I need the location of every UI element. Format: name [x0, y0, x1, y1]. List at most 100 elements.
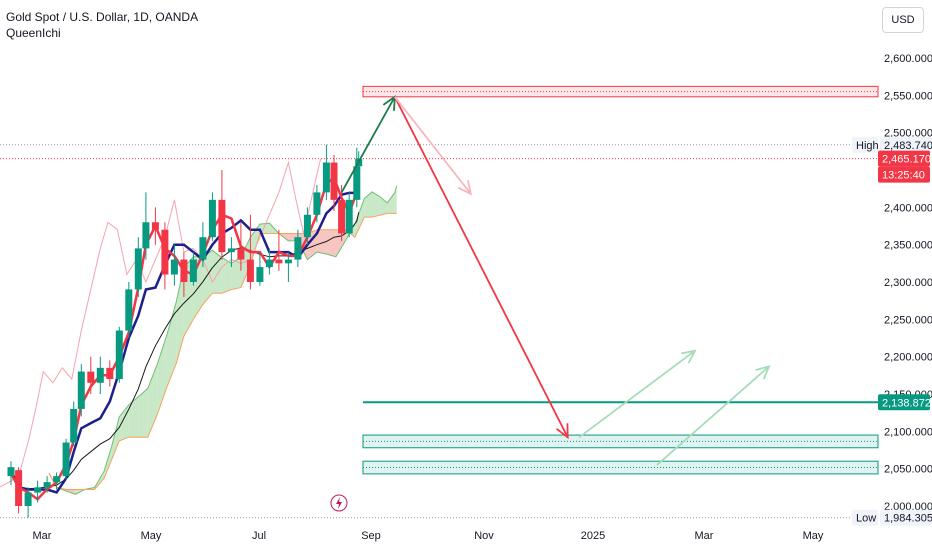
- high-value-tag-box: [880, 136, 932, 153]
- candle-body: [345, 199, 353, 234]
- cloud-segment: [176, 267, 184, 364]
- price-tick-label: 2,550.000: [884, 90, 932, 102]
- projection-arrow-down: [393, 96, 569, 440]
- candle-body: [87, 371, 95, 383]
- candle-body: [227, 248, 235, 253]
- candle-body: [170, 259, 178, 275]
- currency-button[interactable]: USD: [882, 7, 924, 33]
- recovery-arrow-1-head: [681, 349, 697, 364]
- candle-body: [62, 442, 70, 477]
- candle: [208, 192, 216, 241]
- candle: [294, 229, 302, 268]
- candle: [275, 229, 283, 271]
- candle-body: [199, 237, 207, 260]
- kijun-sen-line: [9, 191, 360, 494]
- candle: [87, 356, 95, 394]
- last-price-tag-text: 2,465.170: [882, 154, 931, 166]
- chikou-span-line: [0, 158, 322, 488]
- candle: [170, 244, 178, 286]
- support-zone: [362, 460, 879, 475]
- candle-body: [24, 492, 32, 506]
- candle-body: [353, 166, 361, 200]
- candle: [345, 192, 353, 238]
- moving-average-line: [10, 212, 360, 490]
- time-tick-label: 2025: [581, 530, 605, 542]
- projection-arrow-faded-head: [457, 180, 473, 196]
- candle-body: [161, 229, 169, 275]
- price-tick-label: 2,400.000: [884, 202, 932, 214]
- price-tick-label: 2,250.000: [884, 314, 932, 326]
- candle: [106, 360, 114, 387]
- price-tick-label: 2,350.000: [884, 240, 932, 252]
- lightning-icon: [336, 497, 342, 509]
- cloud-segment: [231, 256, 241, 290]
- time-tick-label: Nov: [474, 530, 494, 542]
- candle: [7, 461, 15, 486]
- candle: [53, 472, 61, 490]
- price-tick-label: 2,050.000: [884, 464, 932, 476]
- cloud-segment: [364, 191, 372, 218]
- candle: [313, 184, 321, 223]
- candle-body: [246, 259, 254, 282]
- grid-layer: [0, 144, 878, 519]
- candle: [338, 184, 346, 241]
- candle-body: [70, 408, 78, 443]
- candle-body: [125, 289, 133, 331]
- high-label-tag: High: [852, 136, 879, 153]
- projection-arrow-up-shaft: [340, 96, 396, 193]
- tenkan-sen-line: [9, 175, 360, 501]
- cloud-segment: [354, 198, 365, 238]
- candle: [15, 467, 23, 514]
- cloud-segment: [166, 301, 177, 388]
- recovery-arrow-2: [656, 365, 771, 466]
- projection-arrow-faded-shaft: [394, 96, 472, 195]
- cloud-segment: [372, 191, 380, 218]
- candle: [180, 252, 188, 297]
- high-label-tag-box: [852, 136, 878, 153]
- candle: [34, 480, 42, 503]
- candle-body: [313, 192, 321, 215]
- time-tick-label: May: [141, 530, 162, 542]
- time-tick-label: May: [803, 530, 824, 542]
- recovery-arrow-1: [578, 349, 697, 439]
- candles-layer: [7, 144, 363, 518]
- time-axis[interactable]: Mar May Jul Sep Nov 2025 Mar May: [33, 530, 824, 542]
- resistance-zone: [362, 85, 879, 98]
- last-price-tag-box: [878, 150, 930, 167]
- candle: [161, 222, 169, 290]
- cloud-segment: [111, 416, 120, 460]
- cloud-segment: [212, 250, 222, 294]
- author-name[interactable]: QueenIchi: [6, 26, 61, 40]
- candle: [24, 487, 32, 518]
- candle: [284, 252, 292, 282]
- candle-body: [256, 267, 264, 282]
- projection-arrow-up: [340, 95, 396, 193]
- price-tick-label: 2,500.000: [884, 128, 932, 140]
- candle-body: [303, 214, 311, 238]
- candle-body: [106, 367, 114, 380]
- level-value-tag-box: [878, 394, 930, 411]
- drawings-layer[interactable]: [330, 85, 879, 512]
- candle-body: [151, 222, 159, 230]
- symbol-title[interactable]: Gold Spot / U.S. Dollar, 1D, OANDA: [6, 10, 199, 24]
- cloud-segment: [128, 396, 139, 438]
- candle-body: [322, 162, 330, 193]
- low-label-tag-box: [852, 509, 878, 526]
- recovery-arrow-2-shaft: [656, 365, 770, 466]
- time-tick-label: Mar: [33, 530, 52, 542]
- price-axis[interactable]: 2,600.000 2,550.000 2,500.000 2,400.000 2,35…: [852, 53, 932, 526]
- candle: [246, 214, 254, 290]
- candle-body: [330, 162, 338, 200]
- candle: [303, 207, 311, 245]
- cloud-segment: [202, 250, 213, 305]
- recovery-arrow-1-shaft: [578, 349, 696, 439]
- high-value-tag: 2,483.740: [880, 136, 932, 153]
- candle: [322, 144, 330, 200]
- candle-body: [180, 259, 188, 282]
- candle-body: [43, 482, 51, 488]
- countdown-tag: 13:25:40: [878, 166, 930, 183]
- low-label-tag-text: Low: [856, 513, 876, 525]
- cloud-segment: [326, 229, 336, 257]
- candle: [77, 364, 85, 417]
